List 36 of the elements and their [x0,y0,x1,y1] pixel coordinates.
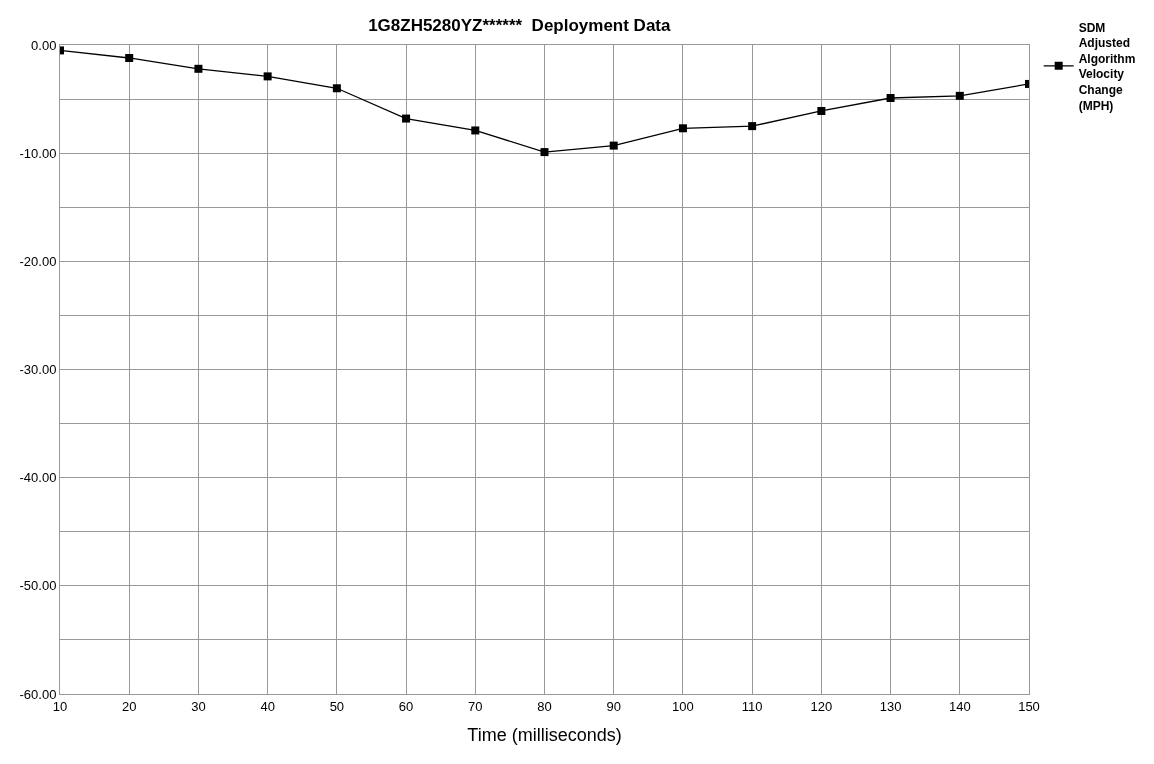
point [263,72,272,81]
y-tick-label: -10.00 [19,145,57,161]
x-tick-label: 120 [810,698,833,714]
x-tick-label: 100 [672,698,694,714]
x-tick-label: 150 [1018,698,1040,714]
y-tick-label: -50.00 [19,578,57,594]
legend-label: SDM Adjusted Algorithm Velocity Change (MPH) [1078,20,1136,113]
y-tick-label: -40.00 [19,470,57,486]
x-tick-label: 80 [537,698,552,714]
point [886,94,895,102]
y-tick-label: -30.00 [19,362,57,378]
x-tick-label: 20 [121,698,137,714]
point [609,141,618,150]
x-tick-label: 70 [468,698,483,714]
point [678,124,687,133]
point [817,106,826,115]
y-tick-label: -20.00 [19,253,57,269]
x-tick-label: 90 [606,698,621,714]
point [540,148,549,157]
x-tick-label: 60 [398,698,414,714]
y-tick-label: 0.00 [31,37,57,53]
point [402,114,411,123]
point [332,84,341,93]
x-tick-label: 50 [329,698,345,714]
x-tick-label: 30 [191,698,206,714]
x-tick-label: 40 [260,698,275,714]
chart-title: 1G8ZH5280YZ****** Deployment Data [368,16,672,35]
point [748,122,757,131]
point [955,91,964,100]
point [471,126,480,135]
point [125,53,134,62]
x-tick-label: 130 [879,698,902,714]
x-tick-label: 110 [741,698,763,714]
x-tick-label: 140 [948,698,971,714]
point [194,64,203,73]
x-axis-title: Time (milliseconds) [467,724,622,745]
